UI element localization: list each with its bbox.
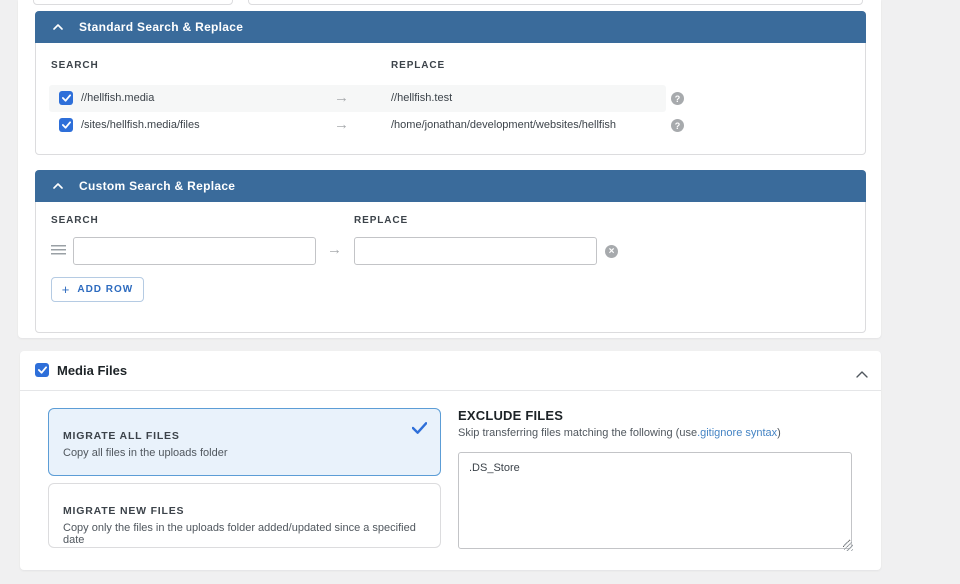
panel-title: Custom Search & Replace xyxy=(79,179,236,193)
add-row-button[interactable]: + ADD ROW xyxy=(51,277,144,302)
plus-icon: + xyxy=(61,282,71,297)
replace-column-header: REPLACE xyxy=(391,60,446,71)
row-checkbox[interactable] xyxy=(59,91,73,105)
option-description: Copy only the files in the uploads folde… xyxy=(63,522,416,546)
arrow-right-icon: → xyxy=(327,241,342,258)
chevron-up-icon xyxy=(53,183,63,189)
add-row-label: ADD ROW xyxy=(77,284,134,295)
media-files-checkbox[interactable] xyxy=(35,363,49,377)
search-column-header: SEARCH xyxy=(51,60,99,71)
arrow-right-icon: → xyxy=(334,89,349,106)
divider xyxy=(20,390,881,391)
drag-handle-icon[interactable] xyxy=(51,245,66,257)
selected-check-icon xyxy=(411,421,428,439)
custom-search-replace-header[interactable]: Custom Search & Replace xyxy=(35,170,866,202)
search-replace-row: //hellfish.media → //hellfish.test ? xyxy=(36,85,865,112)
replace-column-header: REPLACE xyxy=(354,215,409,226)
clipped-input-bottom[interactable] xyxy=(33,0,233,5)
option-title: MIGRATE ALL FILES xyxy=(63,430,180,442)
media-files-title: Media Files xyxy=(57,363,128,378)
help-icon[interactable]: ? xyxy=(671,92,684,105)
custom-replace-input[interactable] xyxy=(354,237,597,265)
arrow-right-icon: → xyxy=(334,116,349,133)
remove-row-icon[interactable]: × xyxy=(605,245,618,258)
custom-search-replace-panel: Custom Search & Replace SEARCH REPLACE →… xyxy=(35,170,866,333)
gitignore-syntax-link[interactable]: .gitignore syntax xyxy=(697,427,778,439)
collapse-chevron-up-icon[interactable] xyxy=(856,365,868,383)
search-column-header: SEARCH xyxy=(51,215,99,226)
search-value: //hellfish.media xyxy=(81,92,155,104)
custom-search-input[interactable] xyxy=(73,237,316,265)
panel-title: Standard Search & Replace xyxy=(79,20,244,34)
media-files-card: Media Files MIGRATE ALL FILES Copy all f… xyxy=(20,351,881,570)
standard-search-replace-header[interactable]: Standard Search & Replace xyxy=(35,11,866,43)
exclude-description-suffix: ) xyxy=(777,427,781,439)
row-stripe xyxy=(49,85,666,112)
exclude-files-title: EXCLUDE FILES xyxy=(458,408,564,423)
standard-search-replace-panel: Standard Search & Replace SEARCH REPLACE… xyxy=(35,11,866,155)
search-value: /sites/hellfish.media/files xyxy=(81,119,200,131)
exclude-description-text: Skip transferring files matching the fol… xyxy=(458,427,698,439)
option-title: MIGRATE NEW FILES xyxy=(63,505,185,517)
row-checkbox[interactable] xyxy=(59,118,73,132)
migrate-new-files-option[interactable]: MIGRATE NEW FILES Copy only the files in… xyxy=(48,483,441,548)
clipped-input-bottom[interactable] xyxy=(248,0,863,5)
exclude-files-description: Skip transferring files matching the fol… xyxy=(458,427,781,439)
migrate-all-files-option[interactable]: MIGRATE ALL FILES Copy all files in the … xyxy=(48,408,441,476)
replace-value: /home/jonathan/development/websites/hell… xyxy=(391,119,617,131)
search-replace-row: /sites/hellfish.media/files → /home/jona… xyxy=(36,112,865,139)
search-replace-section-card: Standard Search & Replace SEARCH REPLACE… xyxy=(18,0,881,338)
option-description: Copy all files in the uploads folder xyxy=(63,447,228,459)
chevron-up-icon xyxy=(53,24,63,30)
help-icon[interactable]: ? xyxy=(671,119,684,132)
exclude-files-textarea[interactable]: .DS_Store xyxy=(458,452,852,549)
replace-value: //hellfish.test xyxy=(391,92,453,104)
